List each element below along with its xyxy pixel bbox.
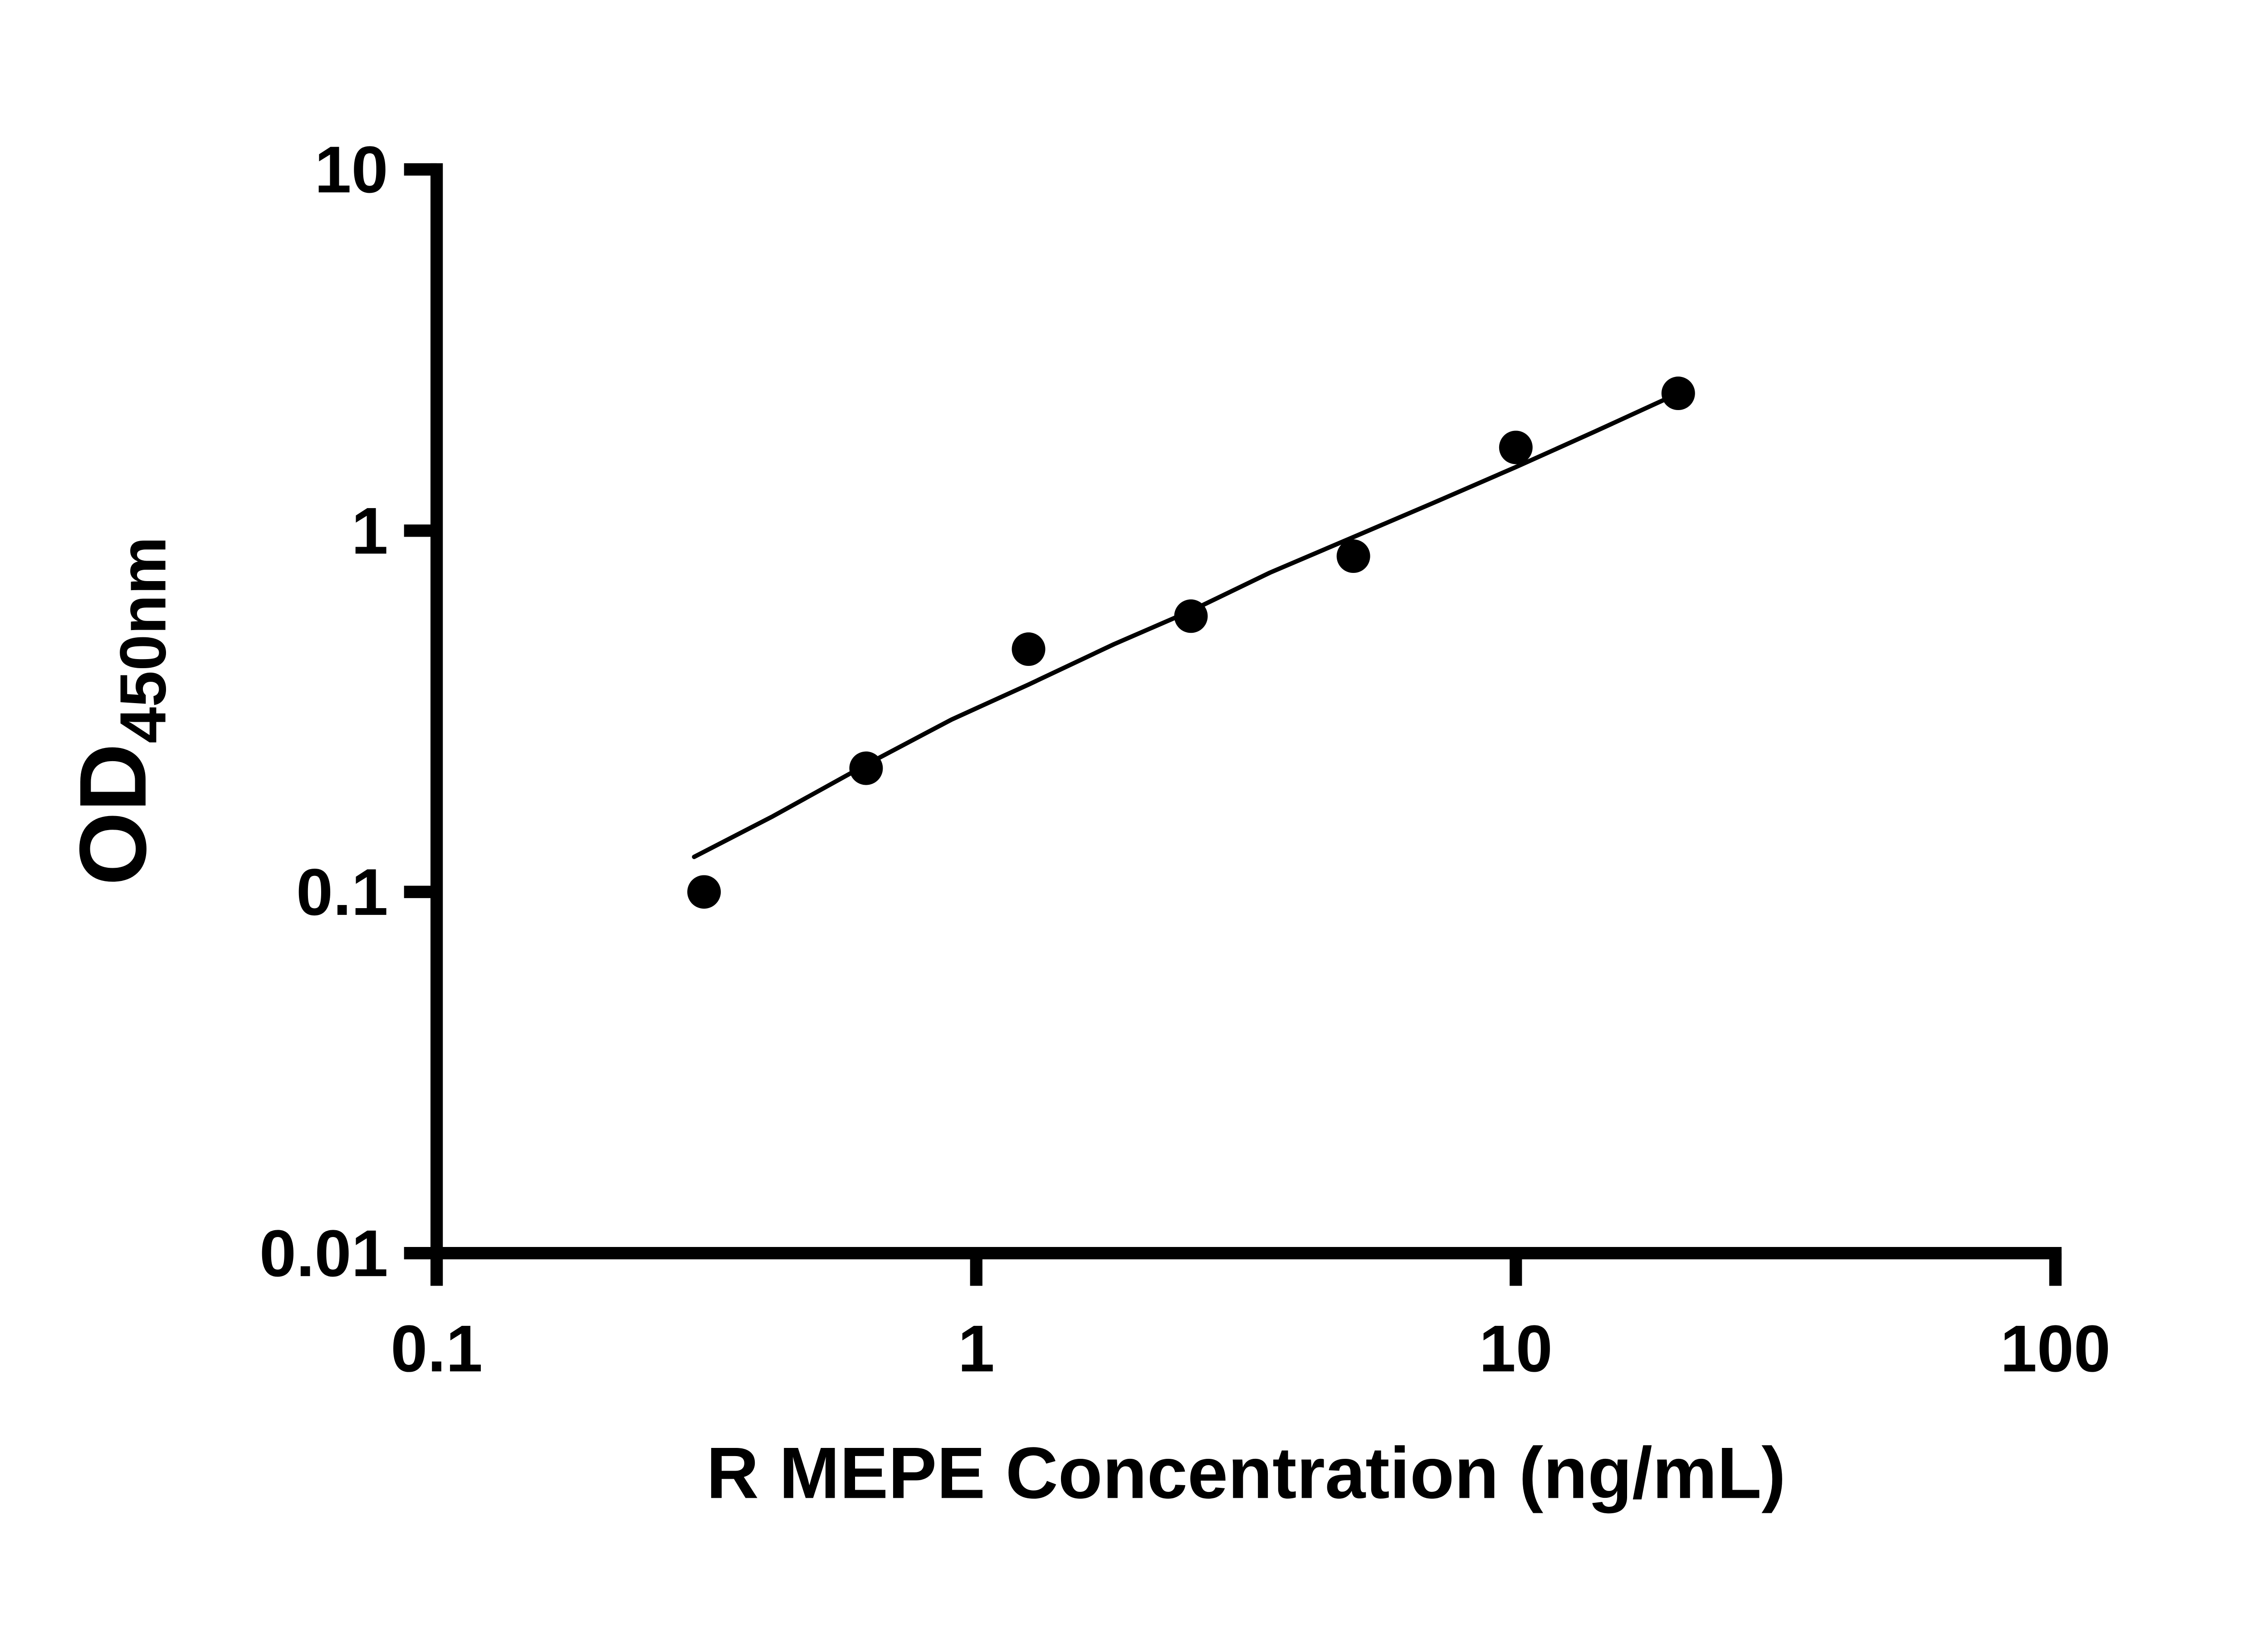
y-tick-label: 10 bbox=[314, 132, 388, 206]
data-point bbox=[1661, 376, 1695, 411]
data-point bbox=[849, 751, 883, 785]
data-point bbox=[1174, 599, 1208, 633]
y-tick-label: 0.01 bbox=[259, 1216, 388, 1290]
axis-frame bbox=[430, 163, 2062, 1260]
x-axis-title: R MEPE Concentration (ng/mL) bbox=[706, 1432, 1786, 1513]
y-axis-title-main: OD bbox=[60, 743, 166, 886]
x-tick-label: 10 bbox=[1479, 1311, 1553, 1385]
x-tick-label: 1 bbox=[958, 1311, 995, 1385]
y-axis-title-sub: 450nm bbox=[107, 537, 180, 743]
data-point bbox=[687, 875, 721, 909]
y-tick-label: 0.1 bbox=[296, 855, 388, 929]
y-tick-label: 1 bbox=[352, 494, 388, 567]
axes bbox=[404, 163, 2062, 1286]
x-tick-labels: 0.1 1 10 100 bbox=[391, 1311, 2111, 1385]
x-tick-label: 100 bbox=[2000, 1311, 2111, 1385]
data-points bbox=[687, 376, 1695, 909]
x-tick-label: 0.1 bbox=[391, 1311, 483, 1385]
y-axis-title: OD450nm bbox=[60, 537, 180, 886]
data-point bbox=[1012, 632, 1046, 666]
data-point bbox=[1499, 430, 1533, 464]
data-point bbox=[1336, 539, 1370, 573]
y-tick-labels: 0.01 0.1 1 10 bbox=[259, 132, 388, 1290]
